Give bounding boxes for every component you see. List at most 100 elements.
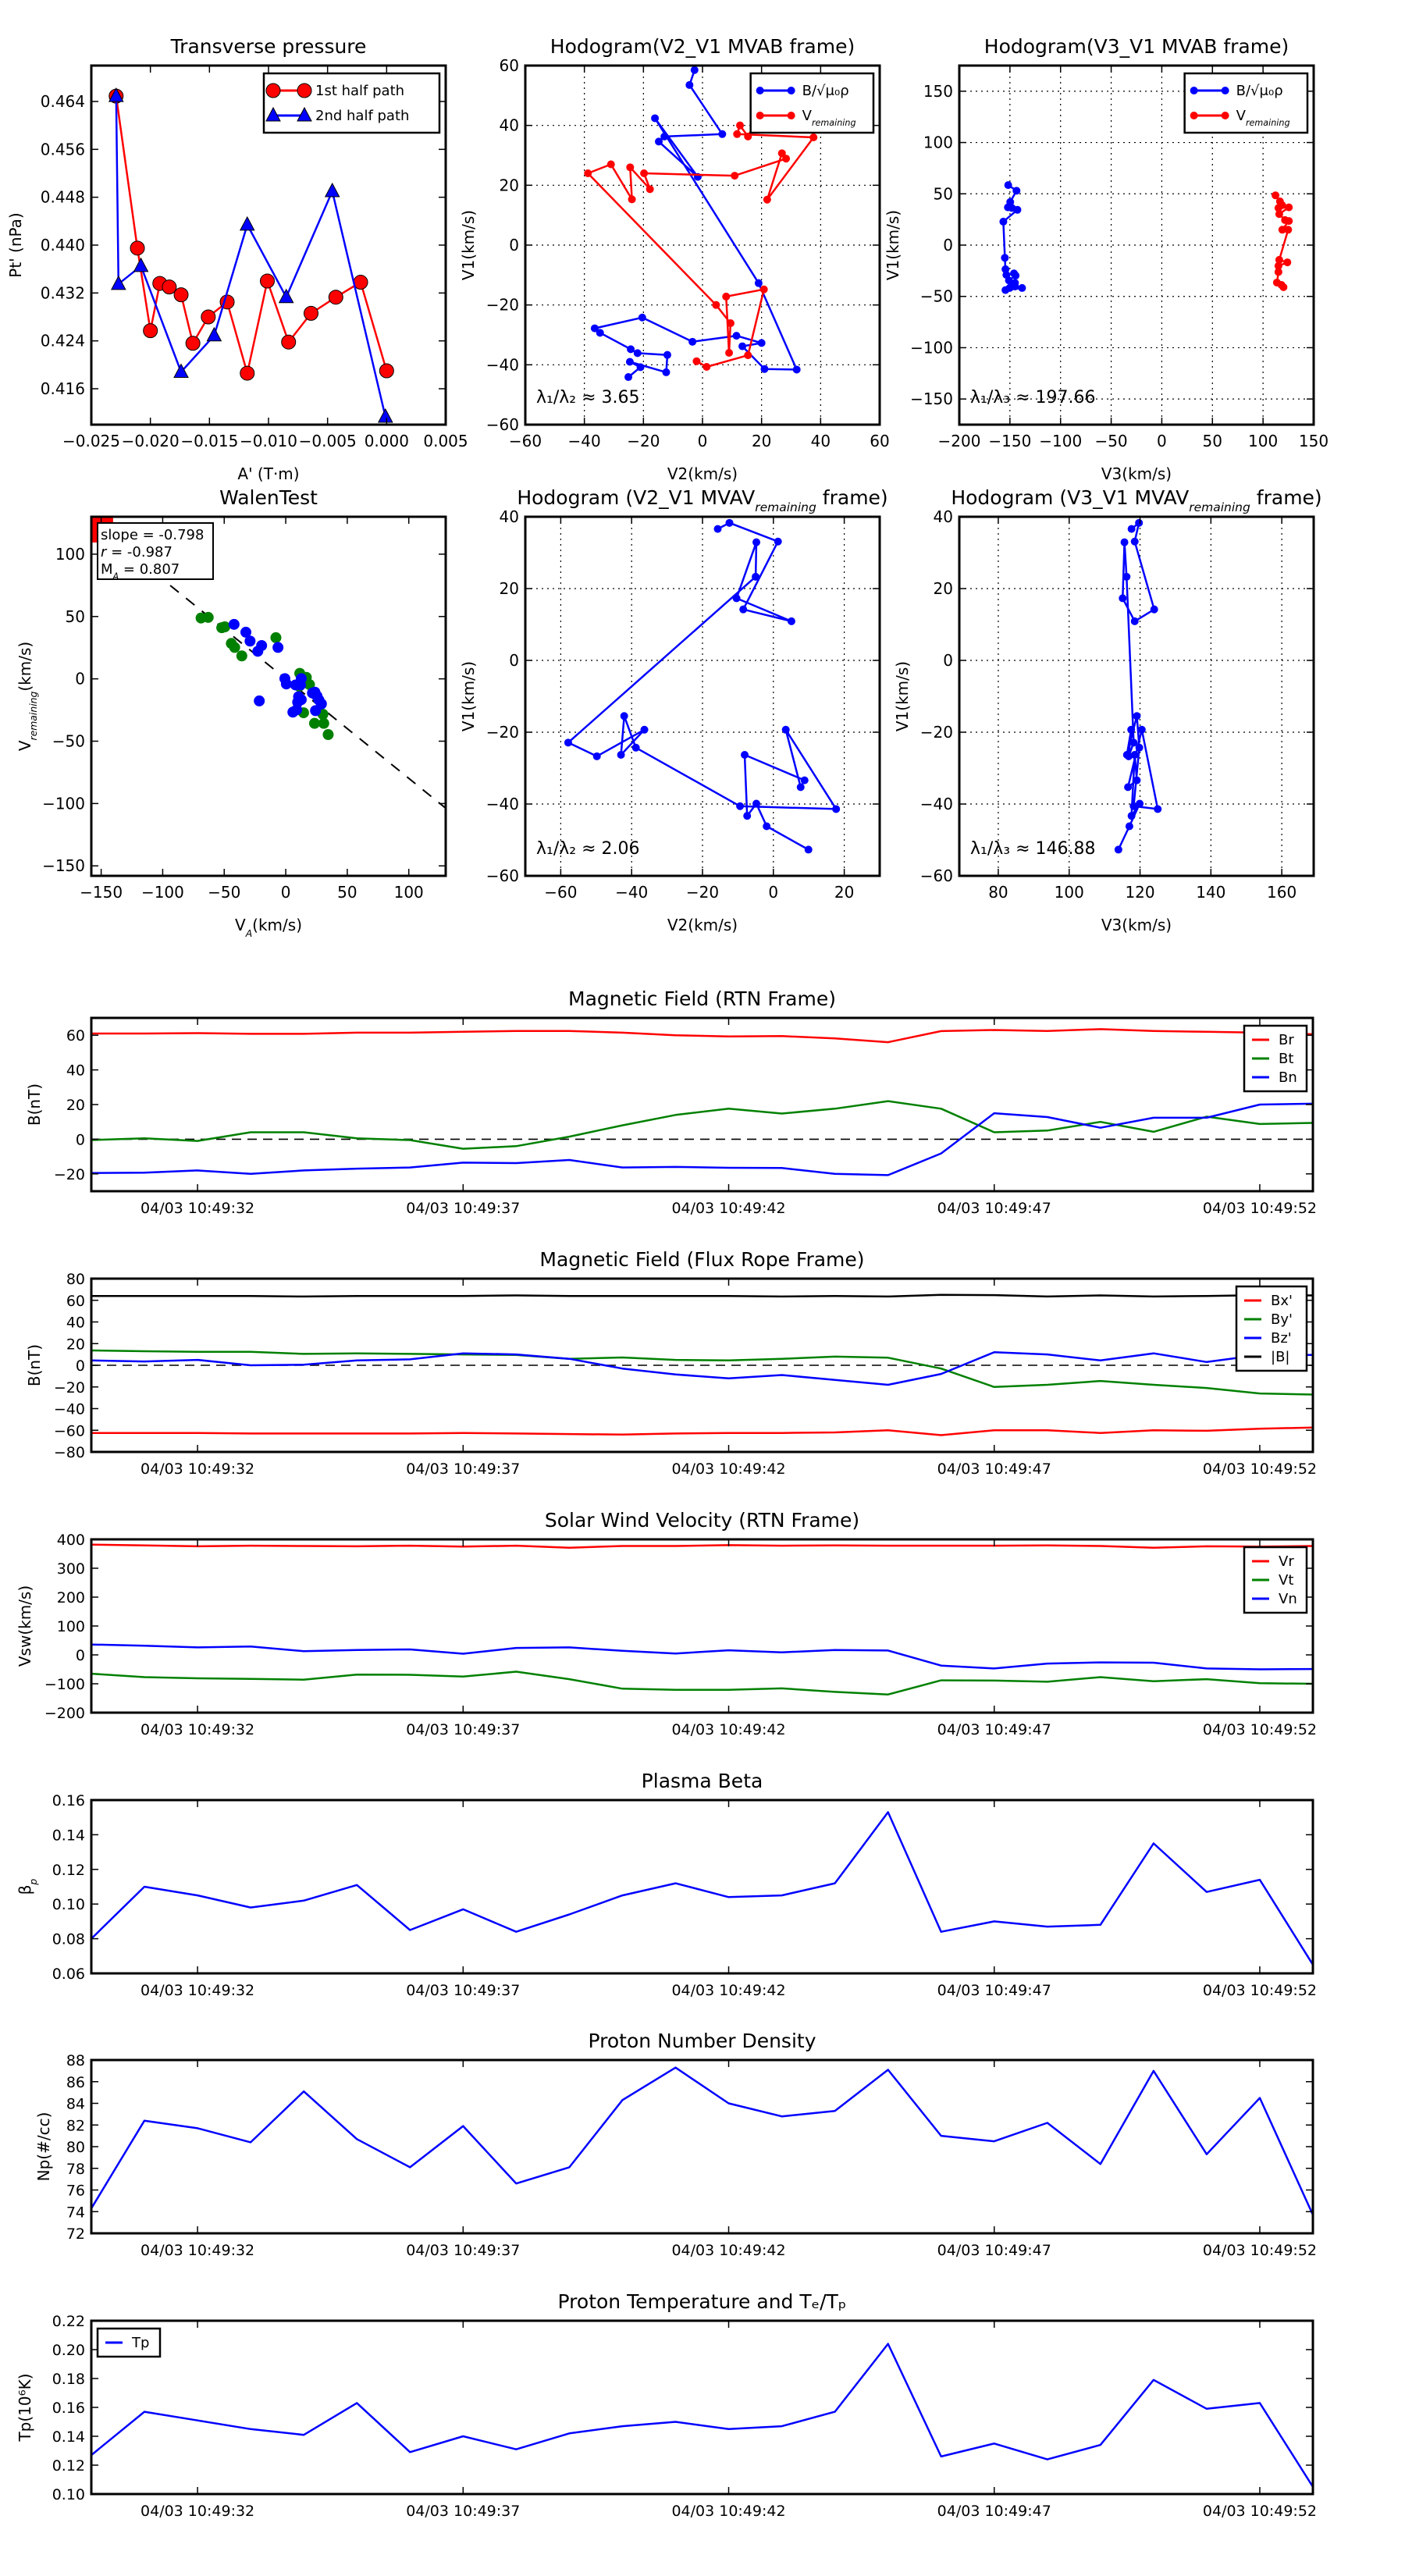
x-tick-label: 04/03 10:49:47 <box>937 1461 1051 1478</box>
eigenvalue-ratio: λ₁/λ₂ ≈ 3.65 <box>536 388 640 407</box>
x-tick-label: 0 <box>698 432 708 450</box>
legend-label-sub: remaining <box>1246 118 1290 128</box>
data-point <box>1283 258 1292 267</box>
y-axis-label: Vsw(km/s) <box>16 1585 34 1667</box>
data-point <box>763 822 771 831</box>
plot-area <box>91 2321 1313 2494</box>
x-tick-label: 04/03 10:49:32 <box>140 2503 254 2520</box>
y-tick-label: −40 <box>486 355 519 374</box>
data-point <box>624 373 633 382</box>
x-tick-label: 50 <box>1203 432 1222 450</box>
fit-line <box>91 521 446 809</box>
data-point <box>733 130 742 138</box>
data-point <box>774 537 782 546</box>
series-0 <box>91 2343 1313 2488</box>
data-point <box>744 351 752 360</box>
legend-label: Tp <box>131 2335 149 2351</box>
data-point <box>270 632 282 643</box>
y-tick-label: 300 <box>57 1560 85 1578</box>
legend-label: By' <box>1271 1311 1293 1328</box>
data-point <box>692 357 701 365</box>
legend-marker <box>787 87 795 94</box>
plot-content <box>91 1293 1313 1436</box>
series-line <box>91 1100 1313 1150</box>
eigenvalue-ratio: λ₁/λ₃ ≈ 146.88 <box>970 839 1096 859</box>
axes-frame <box>958 515 1315 877</box>
legend-marker <box>297 106 312 122</box>
data-point <box>133 257 149 272</box>
data-point <box>239 215 255 231</box>
y-tick-label: 400 <box>57 1532 85 1549</box>
x-axis-label-t: V <box>235 916 246 934</box>
series-0 <box>1114 518 1162 854</box>
legend-label-t: V <box>1236 108 1247 124</box>
data-point <box>626 163 635 172</box>
data-point <box>787 617 795 625</box>
legend-box <box>749 72 875 134</box>
data-point <box>752 572 760 581</box>
series-line <box>91 2066 1313 2215</box>
series-1 <box>1272 191 1293 291</box>
chart-magnetic-field-rtn: 04/03 10:49:32 04/03 10:49:37 04/03 10:49:… <box>25 987 1317 1217</box>
plot-content <box>564 518 841 854</box>
y-tick-label: 74 <box>66 2204 85 2221</box>
data-point <box>219 621 231 633</box>
series-2 <box>91 1351 1313 1386</box>
y-tick-label: 40 <box>500 116 519 135</box>
legend-marker <box>297 83 312 98</box>
data-point <box>782 155 791 163</box>
y-tick-label: 0.456 <box>41 140 85 158</box>
data-point <box>744 132 752 141</box>
y-tick-label: −20 <box>54 1379 85 1397</box>
data-point <box>1119 594 1127 603</box>
legend-label: Vn <box>1279 1591 1297 1607</box>
data-point <box>625 358 634 366</box>
y-axis-label: V1(km/s) <box>884 210 902 280</box>
y-tick-label: 40 <box>934 507 953 526</box>
series-1 <box>584 98 818 372</box>
data-point <box>280 678 292 690</box>
y-tick-label: 0.424 <box>41 332 85 350</box>
x-tick-label: 120 <box>1125 883 1154 902</box>
data-point <box>763 195 771 204</box>
chart-title-t: Hodogram (V2_V1 MVAV <box>517 486 755 509</box>
data-point <box>108 87 124 102</box>
x-tick-label: 04/03 10:49:32 <box>140 2242 254 2259</box>
x-axis-label: V3(km/s) <box>1101 916 1172 934</box>
eigenvalue-ratio: λ₁/λ₃ ≈ 197.66 <box>970 388 1096 407</box>
data-point <box>722 292 731 301</box>
data-point <box>752 799 761 808</box>
legend: 1st half path 2nd half path <box>262 72 441 134</box>
y-tick-label: 100 <box>923 133 953 152</box>
x-tick-label: 04/03 10:49:32 <box>140 1721 254 1738</box>
x-tick-label: 04/03 10:49:47 <box>937 1721 1051 1738</box>
data-point <box>636 363 645 372</box>
legend-label: Bt <box>1279 1051 1293 1067</box>
data-point <box>620 712 628 720</box>
x-tick-label: −40 <box>568 432 601 450</box>
data-point <box>640 725 649 734</box>
series-1 <box>91 1100 1313 1150</box>
data-point <box>1130 617 1139 625</box>
data-point <box>1285 203 1293 212</box>
x-tick-label: 04/03 10:49:47 <box>937 1200 1051 1217</box>
x-tick-label: 0.005 <box>423 432 468 450</box>
y-tick-label: 88 <box>66 2052 85 2069</box>
x-tick-label: 100 <box>1248 432 1278 450</box>
data-point <box>1150 605 1158 614</box>
plot-content <box>91 1028 1313 1176</box>
y-tick-label: 86 <box>66 2074 85 2091</box>
y-tick-label: −200 <box>44 1705 85 1722</box>
legend-box <box>1183 72 1309 134</box>
x-tick-label: 0 <box>1157 432 1167 450</box>
chart-title: Proton Number Density <box>589 2030 816 2052</box>
x-tick-label: 04/03 10:49:47 <box>937 1982 1051 1999</box>
data-point <box>1135 743 1144 752</box>
data-point <box>732 332 741 340</box>
data-point <box>1154 805 1162 813</box>
data-point <box>379 363 394 379</box>
legend-marker <box>1221 87 1229 94</box>
x-tick-label: −0.025 <box>62 432 120 450</box>
y-tick-label: −20 <box>486 296 519 315</box>
stats-line-t: slope = -0.798 <box>101 527 204 543</box>
